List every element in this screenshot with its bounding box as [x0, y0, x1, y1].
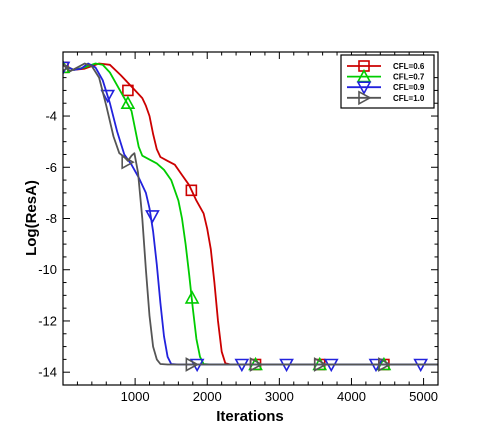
legend-label: CFL=0.6 [393, 62, 425, 71]
axes: 1000 2000 3000 4000 5000 -4 -6 -8 -10 -12 -14 [38, 51, 439, 404]
data-point-marker [185, 357, 200, 372]
y-tick-label: -12 [38, 313, 57, 328]
y-tick-label: -14 [38, 365, 57, 380]
plot-area [63, 59, 438, 373]
x-tick-label: 4000 [337, 389, 366, 404]
series-line [63, 62, 438, 366]
legend-marker [356, 81, 372, 95]
x-tick-label: 2000 [193, 389, 222, 404]
data-point-marker [313, 357, 328, 372]
data-point-marker [249, 357, 264, 372]
legend-label: CFL=0.9 [393, 83, 425, 92]
y-axis-title: Log(ResA) [23, 180, 40, 256]
data-point-marker [185, 184, 198, 197]
legend-label: CFL=0.7 [393, 73, 425, 82]
legend-entry: CFL=1.0 [347, 90, 425, 106]
y-tick-label: -6 [45, 160, 57, 175]
x-axis-title: Iterations [216, 408, 284, 425]
x-tick-label: 3000 [265, 389, 294, 404]
y-tick-label: -10 [38, 262, 57, 277]
y-tick-label: -4 [45, 109, 57, 124]
x-tick-label: 1000 [121, 389, 150, 404]
y-tick-label: -8 [45, 211, 57, 226]
data-point-marker [122, 84, 134, 97]
data-point-marker [378, 357, 392, 372]
legend-entry: CFL=0.9 [347, 81, 425, 95]
series-line [63, 62, 438, 366]
x-tick-label: 5000 [409, 389, 438, 404]
series-line [63, 62, 438, 366]
legend-marker [358, 90, 372, 106]
legend-label: CFL=1.0 [393, 94, 425, 103]
data-point-marker [121, 154, 135, 170]
series-line [63, 62, 438, 366]
data-point-marker [120, 95, 136, 110]
data-point-marker [184, 290, 200, 304]
legend-box [340, 54, 435, 109]
data-point-marker [145, 210, 160, 224]
